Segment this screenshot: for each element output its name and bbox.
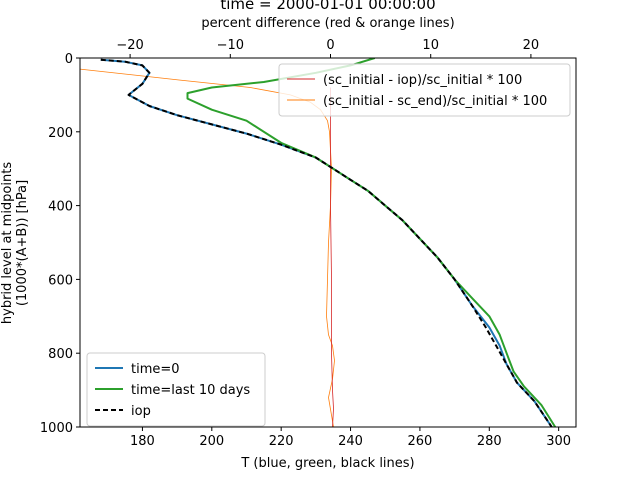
x-tick-label: 220 (269, 434, 294, 449)
legend-label-lower: iop (131, 404, 151, 419)
legend-label-upper: (sc_initial - sc_end)/sc_initial * 100 (323, 94, 547, 109)
y-tick-label: 0 (65, 52, 73, 67)
y-tick-label: 600 (48, 273, 73, 288)
legend-box-upper (278, 63, 571, 117)
y-tick-label: 800 (48, 347, 73, 362)
legend-label-lower: time=last 10 days (131, 383, 250, 398)
legend-box-lower (86, 352, 266, 427)
series-line-2 (186, 58, 557, 427)
plot-area: 180 200 220 240 260 280 300−20 −10 0 10 2002004006… (40, 38, 577, 449)
legend-label-upper: (sc_initial - iop)/sc_initial * 100 (323, 73, 522, 88)
top-tick-label: −10 (217, 38, 244, 53)
top-tick-label: 0 (326, 38, 334, 53)
top-axis-label: percent difference (red & orange lines) (201, 16, 454, 31)
y-axis-label-line2: (1000*(A+B)) [hPa] (15, 180, 30, 306)
legend-label-lower: time=0 (131, 362, 180, 377)
plot-frame (79, 57, 577, 428)
x-axis-label: T (blue, green, black lines) (240, 456, 414, 471)
x-tick-label: 260 (408, 434, 433, 449)
x-tick-label: 280 (477, 434, 502, 449)
y-tick-label: 1000 (40, 421, 73, 436)
top-tick-label: 10 (422, 38, 439, 53)
x-tick-label: 180 (130, 434, 155, 449)
x-tick-label: 300 (546, 434, 571, 449)
series-line-3 (330, 87, 334, 427)
y-tick-label: 400 (48, 200, 73, 215)
top-tick-label: 20 (523, 38, 540, 53)
top-tick-label: −20 (116, 38, 143, 53)
x-tick-label: 200 (199, 434, 224, 449)
y-tick-label: 200 (48, 126, 73, 141)
y-axis-label-line1: hybrid level at midpoints (0, 162, 15, 324)
x-tick-label: 240 (338, 434, 363, 449)
series-line-1 (100, 58, 553, 427)
chart-title: time = 2000-01-01 00:00:00 (220, 0, 435, 13)
